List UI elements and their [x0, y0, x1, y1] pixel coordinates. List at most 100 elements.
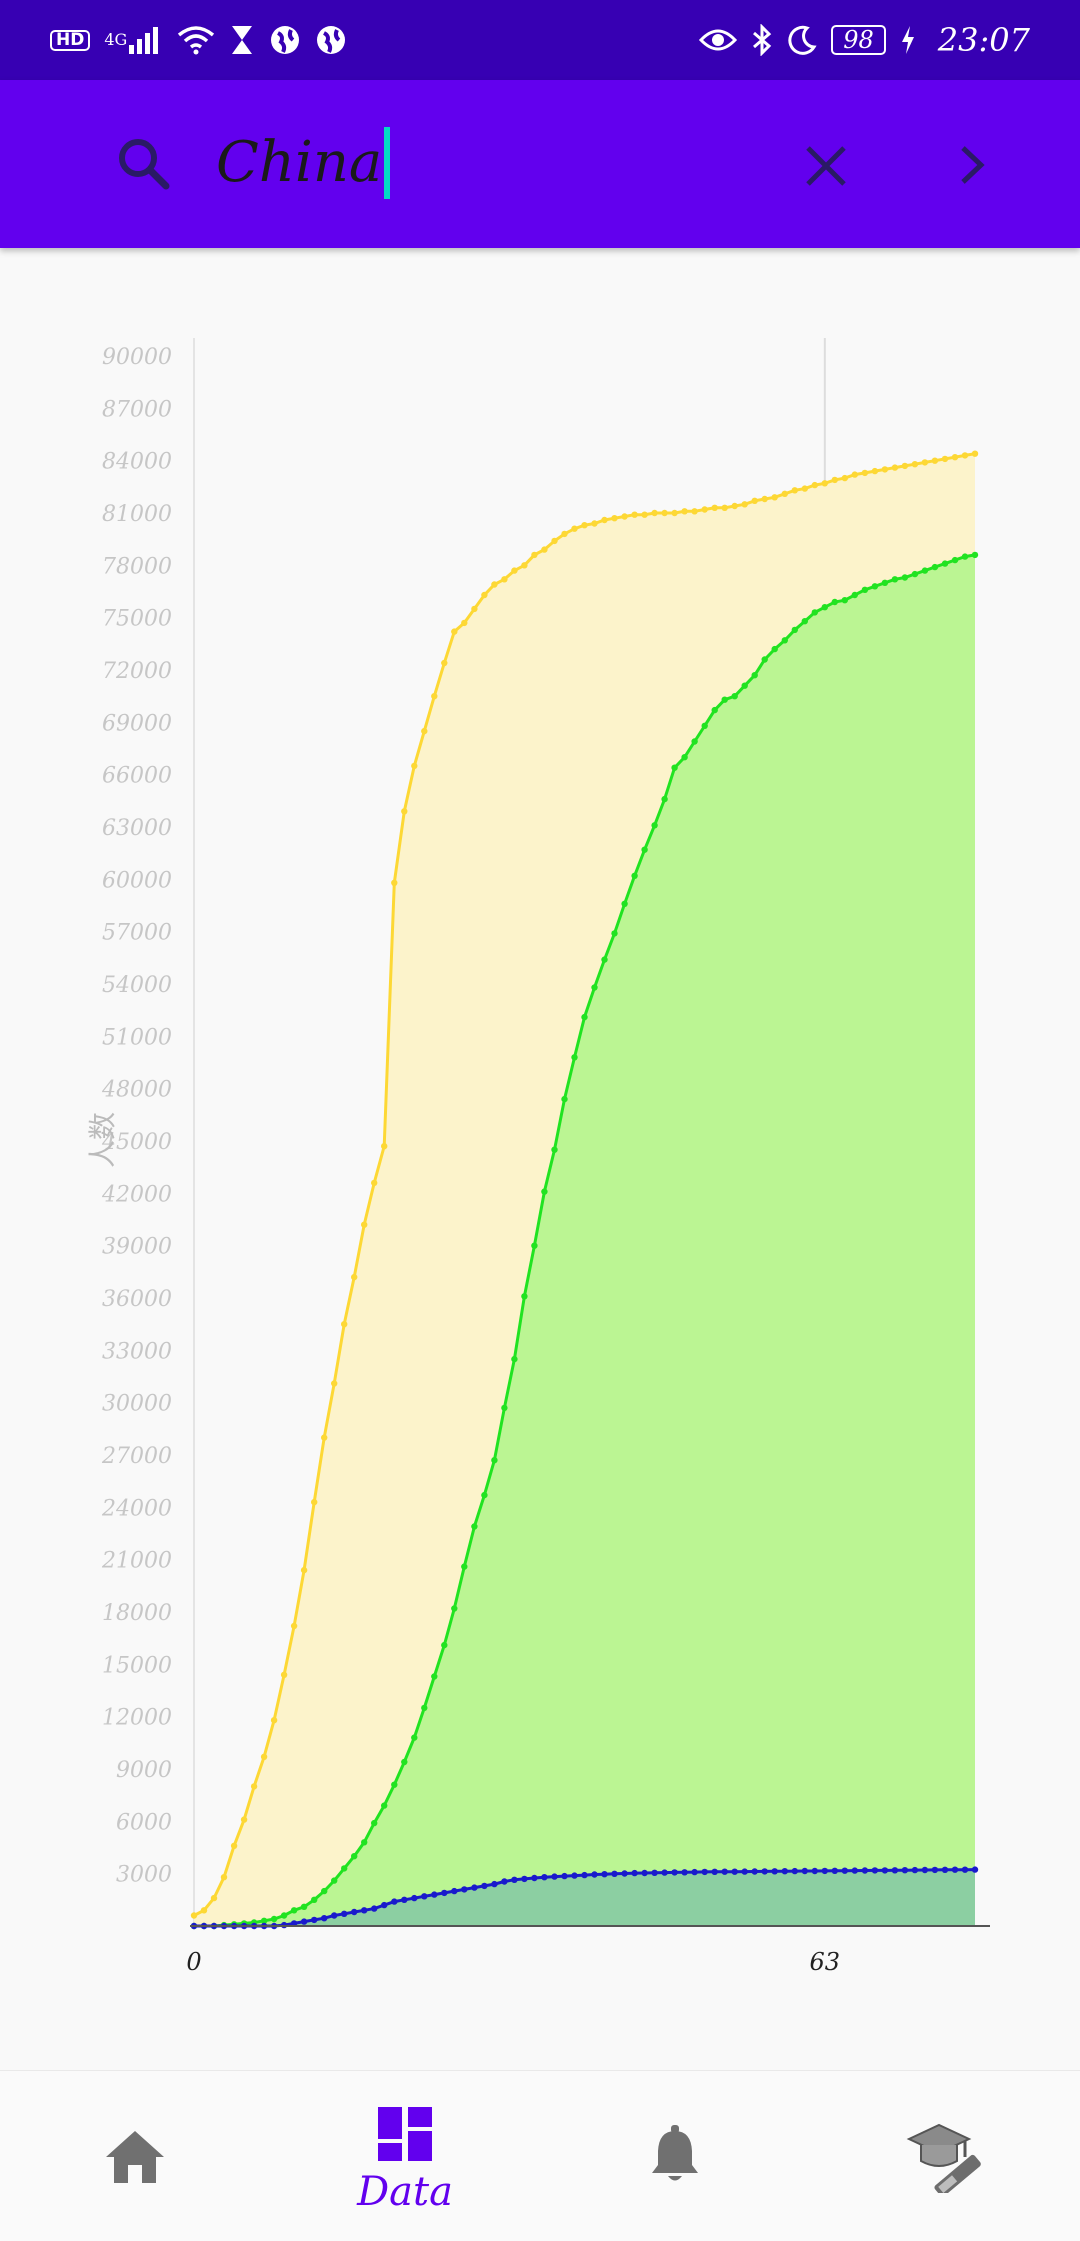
y-tick-label: 87000 — [102, 397, 172, 422]
data-point-1-51 — [701, 722, 708, 729]
data-point-2-38 — [571, 1872, 578, 1879]
y-tick-label: 39000 — [102, 1235, 172, 1260]
data-point-1-58 — [771, 645, 778, 653]
data-point-1-34 — [531, 1242, 538, 1249]
y-tick-label: 18000 — [102, 1601, 172, 1626]
home-icon — [104, 2129, 166, 2189]
data-point-1-12 — [311, 1896, 318, 1904]
close-icon[interactable] — [800, 140, 852, 192]
data-point-2-50 — [691, 1868, 698, 1876]
chevron-right-icon[interactable] — [955, 142, 991, 188]
y-tick-label: 45000 — [101, 1130, 172, 1155]
data-point-2-19 — [381, 1901, 388, 1909]
data-point-2-64 — [831, 1867, 838, 1875]
data-point-0-38 — [571, 525, 578, 532]
y-tick-label: 42000 — [101, 1182, 172, 1207]
network-type: 4G — [104, 30, 128, 49]
data-point-0-61 — [801, 485, 808, 492]
data-point-2-22 — [411, 1894, 418, 1902]
data-point-2-39 — [581, 1871, 588, 1879]
data-point-2-62 — [811, 1867, 818, 1875]
x-tick-label: 63 — [810, 1948, 841, 1976]
data-point-2-78 — [971, 1866, 979, 1873]
data-point-0-45 — [641, 511, 648, 518]
vpn-globe-icon-2 — [315, 24, 347, 56]
search-query: China — [216, 130, 383, 195]
data-point-0-14 — [331, 1380, 338, 1387]
data-point-2-13 — [321, 1915, 328, 1922]
data-point-2-40 — [591, 1871, 598, 1878]
data-point-0-34 — [531, 551, 538, 559]
data-point-0-40 — [591, 520, 598, 527]
data-point-2-67 — [861, 1867, 869, 1874]
data-point-2-28 — [471, 1884, 478, 1891]
data-point-2-59 — [781, 1868, 788, 1875]
data-point-0-72 — [911, 461, 919, 468]
y-tick-label: 30000 — [102, 1392, 172, 1417]
y-tick-label: 90000 — [102, 345, 172, 370]
data-point-2-36 — [551, 1873, 558, 1880]
battery-icon: 98 — [831, 25, 886, 55]
data-point-0-0 — [190, 1912, 198, 1919]
data-point-0-32 — [511, 567, 518, 574]
data-point-2-49 — [681, 1869, 688, 1876]
y-tick-label: 6000 — [116, 1810, 172, 1835]
data-point-0-12 — [311, 1498, 318, 1506]
nav-item-data[interactable]: Data — [270, 2071, 540, 2241]
data-point-1-30 — [491, 1457, 498, 1464]
data-point-0-59 — [781, 490, 788, 497]
y-tick-label: 15000 — [102, 1653, 172, 1678]
search-app-bar: China — [0, 80, 1080, 248]
data-point-1-26 — [451, 1605, 458, 1612]
data-point-2-15 — [341, 1910, 348, 1918]
data-point-1-69 — [881, 579, 889, 586]
data-point-0-73 — [921, 459, 929, 466]
data-point-0-20 — [391, 879, 398, 886]
data-point-2-56 — [751, 1868, 758, 1875]
data-point-0-16 — [351, 1273, 358, 1281]
data-point-1-7 — [260, 1917, 268, 1925]
data-point-1-24 — [431, 1673, 438, 1680]
y-tick-label: 60000 — [102, 868, 172, 893]
data-point-0-42 — [611, 515, 618, 522]
data-point-1-18 — [371, 1819, 378, 1827]
y-tick-label: 66000 — [102, 764, 172, 789]
data-point-2-26 — [451, 1887, 458, 1895]
data-point-2-41 — [601, 1871, 608, 1878]
data-point-2-74 — [931, 1866, 939, 1874]
data-point-1-19 — [381, 1802, 388, 1809]
data-point-1-41 — [601, 956, 608, 963]
data-point-0-21 — [401, 808, 408, 815]
data-point-2-61 — [801, 1867, 808, 1875]
data-point-2-76 — [951, 1866, 959, 1873]
data-point-2-54 — [731, 1868, 738, 1875]
data-point-1-31 — [501, 1404, 508, 1412]
data-point-0-76 — [951, 454, 959, 461]
search-input[interactable]: China — [216, 127, 391, 199]
data-point-2-27 — [461, 1886, 468, 1893]
data-point-0-65 — [841, 474, 848, 482]
nav-item-learn[interactable] — [810, 2071, 1080, 2241]
area-chart: 3000 6000 9000 12000 15000 18000 21000 24000 270… — [86, 338, 990, 1976]
data-point-0-75 — [941, 455, 949, 463]
series-area-1 — [194, 554, 975, 1926]
data-point-0-33 — [521, 562, 528, 569]
y-tick-label: 75000 — [102, 607, 172, 632]
data-point-2-45 — [641, 1869, 648, 1877]
data-point-0-55 — [741, 501, 748, 508]
nav-item-home[interactable] — [0, 2071, 270, 2241]
nav-item-notifications[interactable] — [540, 2071, 810, 2241]
data-point-1-13 — [321, 1887, 328, 1895]
data-point-2-31 — [501, 1878, 508, 1885]
y-axis-label: 人数 — [86, 1112, 119, 1168]
data-point-1-8 — [270, 1915, 278, 1923]
data-point-0-77 — [961, 452, 969, 459]
data-point-1-37 — [561, 1095, 568, 1103]
data-point-1-77 — [961, 553, 969, 560]
search-icon[interactable] — [112, 132, 176, 196]
data-point-0-39 — [581, 522, 588, 529]
hourglass-icon — [229, 24, 255, 56]
data-point-1-20 — [391, 1781, 398, 1788]
data-point-1-60 — [791, 626, 798, 634]
y-tick-label: 12000 — [102, 1706, 172, 1731]
